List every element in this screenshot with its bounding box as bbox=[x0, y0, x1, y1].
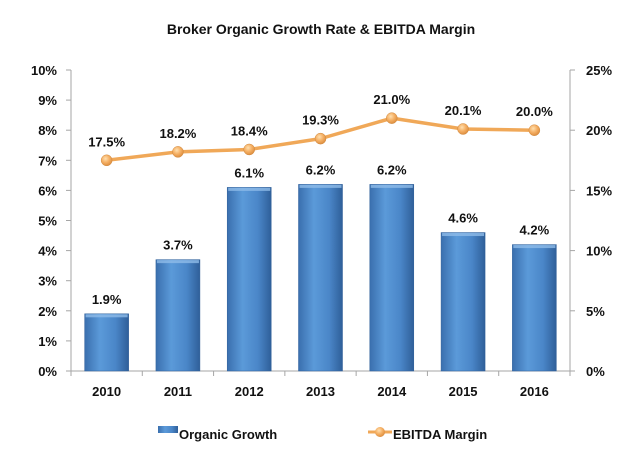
right-axis-tick-label: 25% bbox=[586, 63, 612, 78]
bar-highlight bbox=[513, 245, 556, 249]
x-axis-tick-label: 2015 bbox=[449, 384, 478, 399]
bar-highlight bbox=[442, 233, 485, 237]
line-series bbox=[100, 112, 541, 167]
right-axis-tick-label: 20% bbox=[586, 123, 612, 138]
line-data-label: 20.0% bbox=[516, 104, 553, 119]
right-axis-tick-label: 0% bbox=[586, 364, 605, 379]
ebitda-marker bbox=[314, 132, 327, 145]
right-axis-tick-label: 5% bbox=[586, 304, 605, 319]
ebitda-marker bbox=[528, 124, 541, 136]
bar-data-label: 6.2% bbox=[377, 162, 407, 177]
bar-data-label: 4.2% bbox=[520, 223, 550, 238]
bar-highlight bbox=[370, 184, 413, 188]
bar bbox=[84, 313, 129, 372]
x-axis-tick-label: 2011 bbox=[164, 384, 192, 399]
x-axis-tick-label: 2013 bbox=[306, 384, 335, 399]
x-axis-tick-label: 2012 bbox=[235, 384, 264, 399]
right-axis-tick-label: 15% bbox=[586, 183, 612, 198]
left-axis-tick-label: 6% bbox=[38, 183, 57, 198]
data-labels: 1.9% 3.7% 6.1% 6.2% 6.2% 4.6% 4.2% 17.5% 18.2% 18… bbox=[88, 92, 553, 307]
left-axis-tick-label: 8% bbox=[38, 123, 57, 138]
left-axis-tick-label: 4% bbox=[38, 244, 57, 259]
ebitda-marker bbox=[172, 146, 184, 158]
line-data-label: 21.0% bbox=[373, 92, 410, 107]
ebitda-marker bbox=[100, 154, 113, 167]
bar-highlight bbox=[299, 184, 342, 188]
x-axis-tick-label: 2010 bbox=[92, 384, 121, 399]
bar-data-label: 3.7% bbox=[163, 238, 193, 253]
right-axis-tick-label: 10% bbox=[586, 244, 612, 259]
line-data-label: 18.2% bbox=[159, 126, 196, 141]
bar bbox=[440, 232, 486, 372]
line-data-label: 20.1% bbox=[445, 103, 482, 118]
left-axis-tick-label: 10% bbox=[31, 63, 57, 78]
bars-series bbox=[84, 184, 557, 372]
left-axis-tick-label: 5% bbox=[38, 214, 57, 229]
bar-highlight bbox=[156, 260, 199, 264]
bar bbox=[155, 259, 201, 372]
legend-marker-swatch bbox=[375, 427, 385, 437]
line-data-label: 17.5% bbox=[88, 134, 125, 149]
bar bbox=[512, 244, 557, 372]
bar-data-label: 4.6% bbox=[448, 211, 478, 226]
bar bbox=[226, 187, 272, 372]
x-axis-tick-label: 2014 bbox=[377, 384, 407, 399]
legend-label-organic-growth: Organic Growth bbox=[179, 427, 277, 442]
bar-data-label: 6.2% bbox=[306, 162, 336, 177]
bar-highlight bbox=[85, 314, 128, 318]
left-axis-tick-label: 3% bbox=[38, 274, 57, 289]
bar bbox=[369, 184, 415, 372]
legend-bar-swatch bbox=[158, 426, 178, 433]
left-axis-tick-label: 7% bbox=[38, 153, 57, 168]
legend-label-ebitda-margin: EBITDA Margin bbox=[393, 427, 487, 442]
ebitda-marker bbox=[243, 143, 255, 156]
left-axis-tick-label: 2% bbox=[38, 304, 57, 319]
line-data-label: 19.3% bbox=[302, 113, 339, 128]
line-data-label: 18.4% bbox=[231, 123, 268, 138]
x-axis-tick-label: 2016 bbox=[520, 384, 549, 399]
axes: 0% 1% 2% 3% 4% 5% 6% 7% 8% 9% 10% 0% 5% 10% 15% 20% 25% 2… bbox=[31, 63, 612, 399]
bar bbox=[298, 184, 343, 372]
ebitda-marker bbox=[386, 112, 398, 124]
left-axis-tick-label: 9% bbox=[38, 93, 57, 108]
left-axis-tick-label: 0% bbox=[38, 364, 57, 379]
legend: Organic Growth EBITDA Margin bbox=[158, 426, 487, 442]
bar-data-label: 6.1% bbox=[234, 165, 264, 180]
bar-data-label: 1.9% bbox=[92, 292, 122, 307]
bar-highlight bbox=[228, 187, 271, 191]
left-axis-tick-label: 1% bbox=[38, 334, 57, 349]
chart-title: Broker Organic Growth Rate & EBITDA Marg… bbox=[167, 21, 475, 37]
ebitda-marker bbox=[457, 123, 469, 135]
